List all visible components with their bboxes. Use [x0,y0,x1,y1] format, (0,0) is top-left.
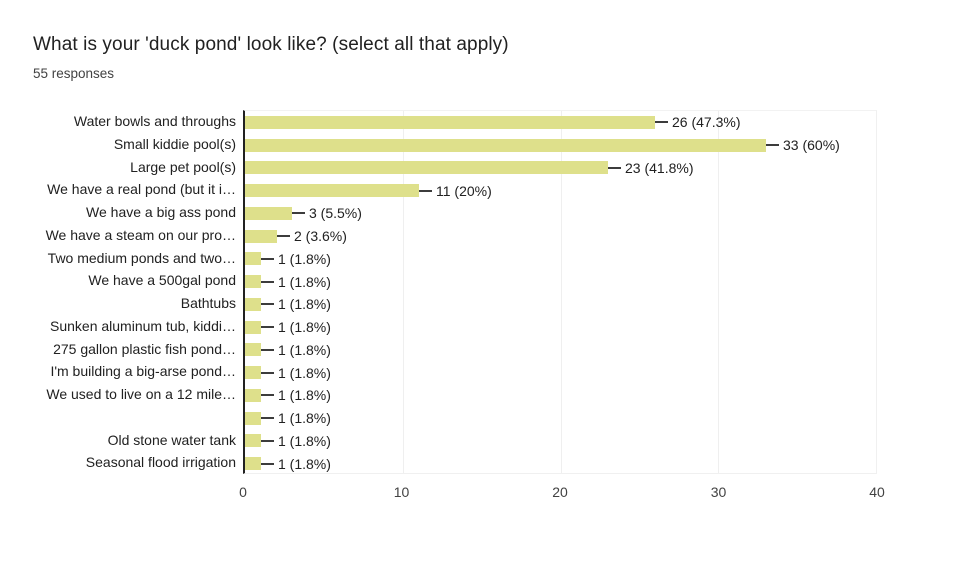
category-label: Sunken aluminum tub, kiddi… [50,317,236,334]
bar-row: 3 (5.5%) [245,202,876,225]
category-label: We have a big ass pond [86,204,236,220]
bar [245,138,766,152]
leader-line [261,371,274,374]
leader-line [292,212,305,215]
gridline [402,111,404,473]
leader-line [261,303,274,306]
category-axis-labels: Water bowls and throughs Small kiddie poo… [0,110,239,474]
leader-line [277,235,290,238]
bar-row: 1 (1.8%) [245,452,876,475]
gridline [560,111,562,473]
bar [245,411,261,425]
bar-row: 1 (1.8%) [245,361,876,384]
category-label: I'm building a big-arse pond… [50,363,236,380]
bar [245,343,261,357]
leader-line [261,417,274,420]
leader-line [261,394,274,397]
x-tick-label: 10 [393,484,410,500]
category-label: Bathtubs [180,295,236,311]
value-label: 1 (1.8%) [278,250,331,267]
bar [245,184,419,198]
question-title: What is your 'duck pond' look like? (sel… [33,34,509,55]
category-label: Two medium ponds and two… [47,249,236,266]
category-label: 275 gallon plastic fish pond… [53,340,236,357]
bar-row: 1 (1.8%) [245,384,876,407]
bar [245,457,261,471]
gridline [718,111,720,473]
bar-row: 26 (47.3%) [245,111,876,134]
category-label: We used to live on a 12 mile… [46,386,236,402]
value-label: 1 (1.8%) [278,296,331,313]
category-label: Small kiddie pool(s) [113,135,236,152]
value-label: 1 (1.8%) [278,273,331,290]
value-label: 1 (1.8%) [278,341,331,358]
bar-row: 1 (1.8%) [245,407,876,430]
bar-row: 1 (1.8%) [245,316,876,339]
bar [245,115,655,129]
bar [245,161,608,175]
category-label: Water bowls and throughs [73,113,236,129]
leader-line [261,439,274,442]
leader-line [655,121,668,124]
leader-line [261,326,274,329]
leader-line [261,257,274,260]
category-label: Old stone water tank [107,431,236,448]
bar-series: 26 (47.3%) 33 (60%) 23 (41.8%) 11 (20%) 3 (5… [245,111,876,473]
value-label: 1 (1.8%) [278,319,331,336]
bar [245,206,292,220]
x-axis-ticks: 0 10 20 30 40 [239,484,885,504]
category-label: We have a steam on our pro… [45,226,236,243]
value-label: 1 (1.8%) [278,455,331,472]
bar-row: 1 (1.8%) [245,339,876,362]
bar-row: 33 (60%) [245,134,876,157]
leader-line [608,166,621,169]
bar-row: 1 (1.8%) [245,270,876,293]
response-count: 55 responses [33,66,115,81]
leader-line [419,189,432,192]
category-label: Large pet pool(s) [130,158,236,175]
bar-row: 11 (20%) [245,179,876,202]
bar [245,366,261,380]
bar-row: 23 (41.8%) [245,157,876,180]
bar [245,388,261,402]
bar [245,434,261,448]
bar [245,229,277,243]
bar [245,320,261,334]
x-tick-label: 40 [869,484,885,500]
bar-row: 1 (1.8%) [245,293,876,316]
bar [245,252,261,266]
leader-line [261,462,274,465]
bar-row: 1 (1.8%) [245,430,876,453]
x-tick-label: 0 [239,484,247,500]
value-label: 23 (41.8%) [625,159,694,176]
leader-line [261,280,274,283]
bar-row: 1 (1.8%) [245,248,876,271]
bar-row: 2 (3.6%) [245,225,876,248]
value-label: 1 (1.8%) [278,432,331,449]
bar [245,275,261,289]
x-tick-label: 20 [552,484,568,500]
category-label [0,406,239,429]
bar [245,297,261,311]
category-label: We have a real pond (but it i… [47,181,236,198]
category-label: Seasonal flood irrigation [85,454,236,471]
value-label: 26 (47.3%) [672,114,741,131]
category-label: We have a 500gal pond [88,272,236,289]
value-label: 1 (1.8%) [278,364,331,381]
leader-line [766,144,779,147]
value-label: 1 (1.8%) [278,387,331,404]
plot-area: 26 (47.3%) 33 (60%) 23 (41.8%) 11 (20%) 3 (5… [243,110,877,474]
leader-line [261,348,274,351]
value-label: 3 (5.5%) [309,205,362,222]
value-label: 33 (60%) [783,137,840,154]
x-tick-label: 30 [710,484,727,500]
value-label: 1 (1.8%) [278,410,331,427]
value-label: 2 (3.6%) [294,228,347,245]
value-label: 11 (20%) [436,182,492,199]
